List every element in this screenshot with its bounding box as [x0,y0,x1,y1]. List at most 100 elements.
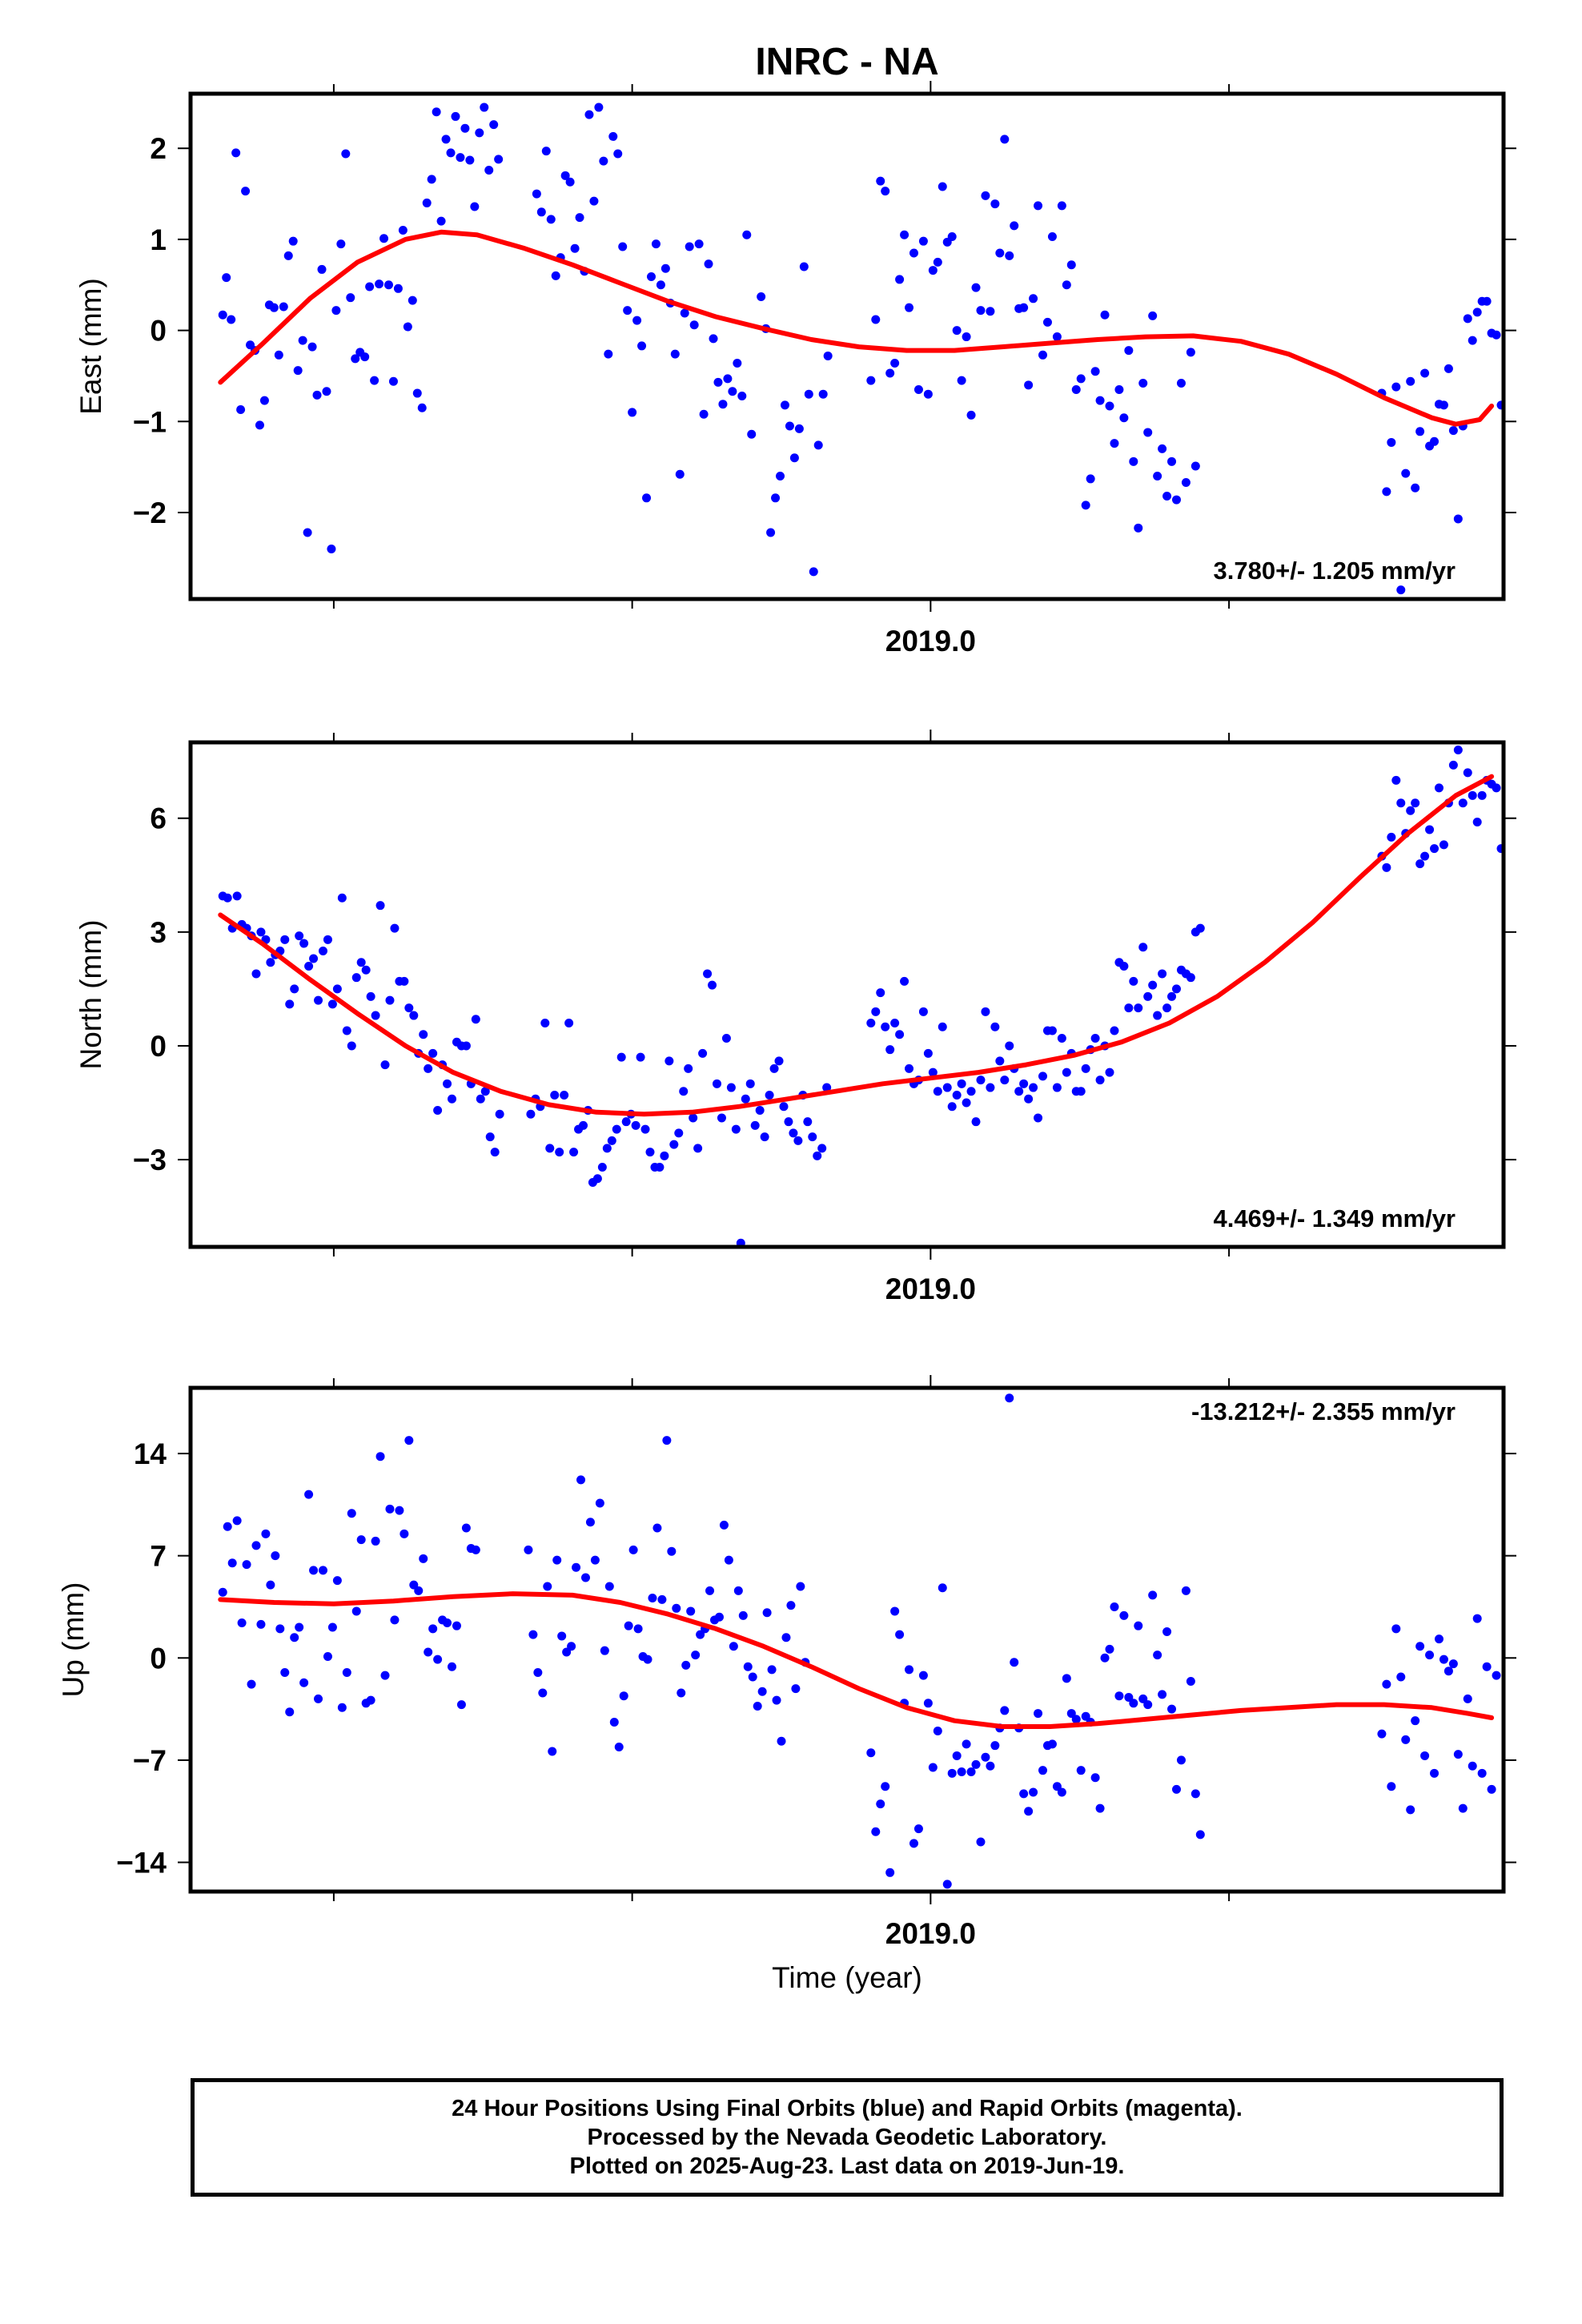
panel1-data-point [599,156,608,166]
panel1-data-point [1038,350,1048,360]
panel3-data-point [1153,1651,1162,1660]
panel2-data-point [923,1048,933,1058]
panel2-data-point [698,1048,708,1058]
panel2-data-point [1024,1094,1034,1104]
panel3-data-point [548,1747,557,1756]
panel2-data-point [280,935,290,944]
panel2-data-point [1153,1011,1162,1020]
panel3-data-point [928,1763,938,1772]
panel3-data-point [323,1651,332,1661]
panel1-data-point [283,251,293,260]
panel1-data-point [322,387,331,396]
panel2-rate-annotation: 4.469+/- 1.349 mm/yr [1214,1204,1456,1232]
panel2-y-tick-label: 3 [150,916,167,949]
panel3-data-point [342,1668,351,1678]
panel3-data-point [1081,1711,1090,1721]
panel1-data-point [733,359,742,368]
panel3-data-point [223,1522,232,1531]
panel2-data-point [1195,923,1205,933]
panel1-data-point [623,306,632,316]
panel1-data-point [962,332,971,342]
panel2-data-point [1134,1003,1143,1013]
panel1-data-point [460,123,470,133]
panel1-data-point [441,135,451,144]
panel2-data-point [1019,1079,1029,1088]
panel3-data-point [895,1630,905,1639]
panel3-data-point [1095,1803,1105,1813]
panel1-data-point [632,316,642,325]
panel1-data-point [1472,308,1482,317]
panel2-data-point [443,1079,452,1088]
panel1-data-point [303,528,312,537]
panel3-data-point [261,1529,271,1538]
panel2-data-point [332,984,342,994]
panel2-data-point [1439,840,1448,850]
panel2-data-point [1434,783,1443,793]
panel3-data-point [1430,1768,1439,1778]
panel1-data-point [480,103,489,112]
panel3-data-point [309,1566,319,1575]
panel2-data-point [876,988,885,998]
panel2-data-point [1005,1041,1014,1051]
panel3-data-point [1406,1805,1415,1815]
panel3-data-point [1138,1694,1148,1703]
panel2-data-point [1458,798,1468,808]
panel3-data-point [786,1601,796,1610]
panel1-data-point [1000,135,1010,144]
panel1-data-point [947,231,957,241]
panel2-data-point [1000,1076,1010,1085]
panel2-data-point [404,1003,414,1013]
panel2-data-point [755,1105,765,1115]
panel2-data-point [890,1019,900,1028]
panel3-data-point [1029,1787,1038,1797]
panel1-data-point [1100,310,1110,320]
panel3-data-point [990,1741,1000,1751]
panel1-data-point [1391,382,1401,392]
panel2-data-point [485,1132,495,1142]
panel3-data-point [256,1619,266,1629]
panel1-data-point [241,187,251,196]
panel1-data-point [742,230,752,239]
panel1-data-point [1171,495,1181,505]
panel3-data-point [585,1518,595,1527]
panel2-data-point [885,1045,895,1055]
panel3-data-point [1492,1671,1501,1680]
panel3-data-point [719,1520,729,1530]
panel3-data-point [247,1679,256,1689]
panel3-data-point [986,1761,995,1771]
panel1-data-point [532,189,541,199]
panel1-data-point [412,388,422,398]
panel1-data-point [723,374,733,384]
panel3-data-point [375,1452,385,1462]
panel2-data-point [223,893,232,903]
panel1-data-point [675,469,685,479]
panel1-data-point [1396,585,1406,595]
panel3-data-point [1195,1830,1205,1839]
panel2-data-point [592,1174,602,1184]
panel3-rate-annotation: -13.212+/- 2.355 mm/yr [1191,1397,1456,1425]
panel1-data-point [809,567,818,577]
panel3-data-point [1129,1699,1138,1708]
panel2-data-point [971,1117,981,1127]
panel2-data-point [1477,790,1487,800]
panels-group: 2019.0 −2 −1 0 1 2 East (mm) 3.780+/- 1.205 mm/… [57,81,1516,1950]
panel3-data-point [947,1768,957,1778]
panel1-data-point [1095,396,1105,405]
panel2-data-point [760,1132,769,1142]
panel1-data-point [966,410,976,420]
panel2-data-point [793,1136,803,1145]
panel3-data-point [456,1700,466,1710]
panel3-data-point [1391,1624,1401,1634]
panel2-data-point [726,1083,736,1092]
panel2-data-point [1186,973,1195,983]
panel3-data-point [400,1529,409,1538]
panel1-data-point [933,257,942,267]
panel2-data-point [490,1148,500,1157]
panel3-data-point [1487,1784,1496,1794]
panel2-data-point [375,901,385,911]
panel1-data-point [222,273,231,283]
panel3-data-point [1396,1672,1406,1682]
panel1-data-point [231,148,241,158]
panel2-data-point [564,1019,574,1028]
panel2-data-point [779,1102,789,1112]
